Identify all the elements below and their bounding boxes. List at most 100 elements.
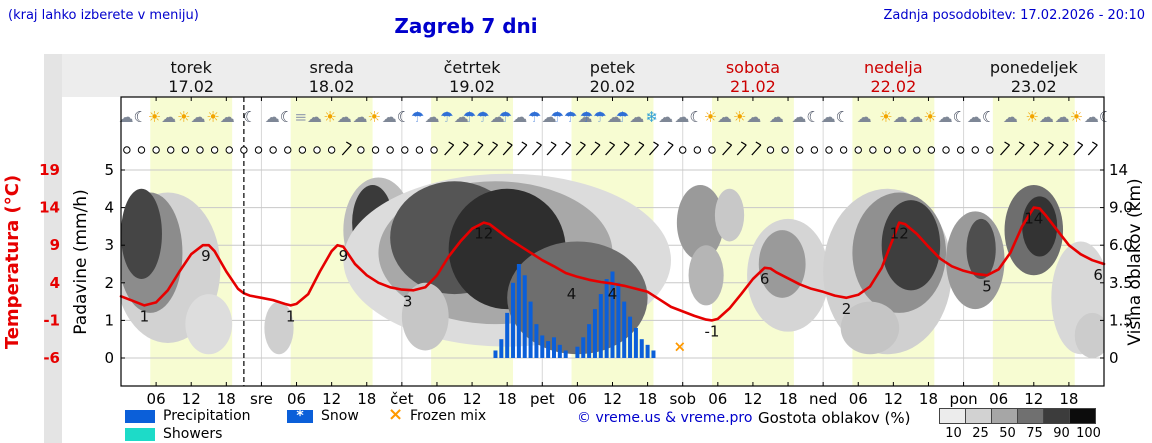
wind-barb-flag — [550, 141, 557, 146]
precipitation-bar — [551, 337, 556, 358]
wind-calm-icon — [313, 146, 321, 154]
wind-barb-flag — [609, 141, 615, 146]
precipitation-bar — [528, 301, 533, 358]
cloud-density-blob — [881, 200, 941, 291]
cloud-height-tick: 3.5 — [1109, 274, 1133, 292]
wind-barb-flag — [492, 141, 498, 146]
wind-barb-icon — [722, 144, 733, 156]
weather-icon: ☂☁ — [528, 108, 556, 126]
cloud-scale-box — [1069, 408, 1096, 424]
time-tick-label: 18 — [919, 390, 938, 408]
weather-icon: ☁☀ — [1055, 108, 1083, 126]
temperature-tick: 4 — [50, 274, 60, 292]
precipitation-bar — [575, 346, 580, 358]
snowflake-icon: * — [296, 408, 304, 424]
wind-calm-icon — [210, 146, 219, 154]
precipitation-tick: 4 — [104, 199, 114, 217]
cloud-density-blob — [688, 245, 724, 306]
wind-barb-flag — [1048, 141, 1054, 146]
temperature-value-label: 9 — [339, 247, 349, 265]
wind-barb-icon — [1043, 144, 1054, 156]
day-header-band — [62, 54, 1105, 97]
cloud-density-blob — [714, 188, 745, 242]
precipitation-tick: 1 — [104, 311, 114, 329]
cloud-scale-box — [965, 408, 992, 424]
day-date: 22.02 — [870, 77, 916, 96]
day-date: 18.02 — [309, 77, 355, 96]
temperature-axis-title: Temperatura (°C) — [2, 175, 23, 349]
cloud-height-tick: 1.5 — [1109, 311, 1133, 329]
temperature-value-label: 1 — [140, 307, 150, 325]
precipitation-axis-title: Padavine (mm/h) — [71, 189, 91, 334]
weather-icon: ☁ — [1003, 108, 1018, 126]
temperature-curve — [119, 206, 1106, 322]
wind-calm-icon — [986, 146, 994, 154]
cloud-scale-value: 100 — [1076, 426, 1101, 441]
wind-calm-icon — [869, 146, 877, 154]
day-abbrev-label: sre — [250, 390, 273, 408]
weather-icon: ≡☁ — [294, 108, 322, 126]
weather-icon: ☁☾ — [967, 108, 995, 126]
wind-barb-flag — [1018, 141, 1025, 146]
day-date: 23.02 — [1011, 77, 1057, 96]
copyright-text: © vreme.us & vreme.pro — [577, 410, 753, 426]
precipitation-bar — [511, 282, 516, 358]
time-tick-label: 06 — [568, 390, 587, 408]
precipitation-bar — [616, 282, 621, 358]
time-tick-label: 12 — [603, 390, 622, 408]
wind-calm-icon — [956, 146, 965, 154]
cloud-scale-boxes — [939, 408, 1110, 424]
wind-calm-icon — [240, 146, 248, 154]
weather-icon: ☂☁ — [499, 108, 527, 126]
precipitation-bar — [633, 327, 638, 358]
day-date: 21.02 — [730, 77, 776, 96]
wind-barb-icon — [444, 144, 455, 156]
cloud-scale-value: 50 — [999, 426, 1016, 441]
day-name: četrtek — [444, 58, 502, 77]
cloud-density-blob — [507, 241, 648, 355]
wind-calm-icon — [254, 146, 263, 154]
frozen-mix-glyph: × — [388, 404, 404, 425]
weather-icon: ☁☾ — [821, 108, 849, 126]
wind-calm-icon — [401, 146, 409, 154]
wind-barb-icon — [341, 144, 352, 156]
wind-barb-icon — [517, 144, 528, 156]
cloud-density-blob — [401, 282, 449, 351]
wind-barb-flag — [536, 141, 542, 146]
day-abbrev-label: čet — [390, 390, 413, 408]
wind-calm-icon — [883, 146, 892, 154]
weather-icon: ☂☁ — [616, 108, 644, 126]
wind-calm-icon — [430, 146, 438, 154]
wind-barb-flag — [506, 141, 513, 146]
wind-barb-flag — [1091, 141, 1098, 146]
wind-barb-icon — [531, 144, 542, 156]
temperature-value-label: 4 — [608, 285, 618, 303]
wind-barb-flag — [740, 141, 747, 146]
temperature-value-label: 12 — [474, 225, 493, 243]
showers-swatch — [125, 428, 155, 441]
wind-calm-icon — [196, 146, 204, 154]
day-date: 20.02 — [590, 77, 636, 96]
wind-calm-icon — [927, 146, 936, 154]
temperature-value-label: 12 — [890, 225, 909, 243]
wind-calm-icon — [415, 146, 424, 154]
cloud-density-blob — [966, 218, 996, 280]
wind-barb-icon — [1073, 144, 1084, 156]
wind-barb-icon — [473, 144, 484, 156]
wind-barb-flag — [1077, 141, 1084, 146]
wind-calm-icon — [371, 146, 380, 154]
weather-icon: ☂☁ — [440, 108, 468, 126]
precipitation-bar — [604, 279, 609, 358]
weather-icon: ☂☂☁ — [551, 108, 593, 126]
day-name: torek — [171, 58, 213, 77]
weather-icon: ☁☾ — [1084, 108, 1112, 126]
wind-barb-icon — [619, 144, 630, 156]
wind-barb-icon — [1000, 144, 1011, 156]
temperature-value-label: 1 — [286, 307, 296, 325]
precipitation-bar — [622, 301, 627, 358]
cloud-scale-box — [939, 408, 966, 424]
frozen-mix-label: Frozen mix — [410, 408, 487, 424]
wind-calm-icon — [825, 146, 833, 154]
